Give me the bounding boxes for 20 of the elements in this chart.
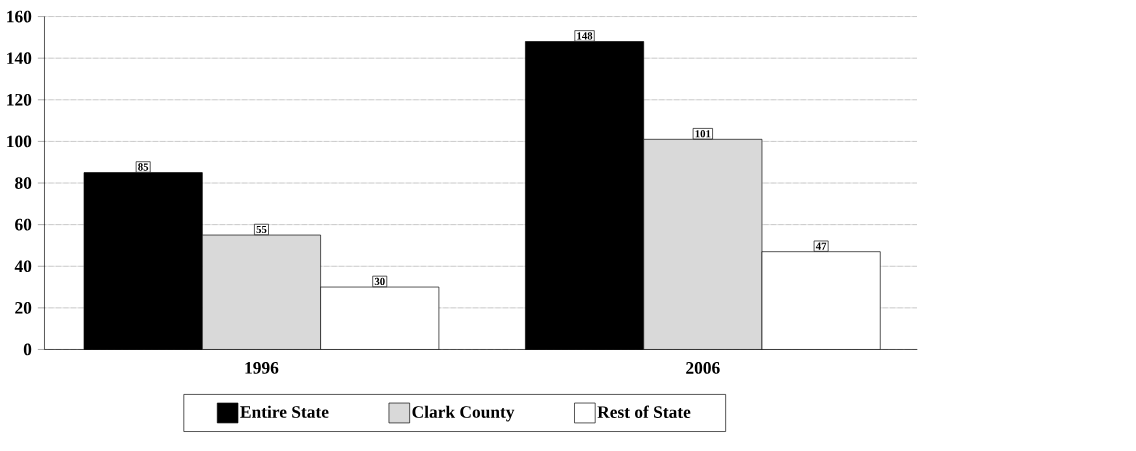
y-tick-label: 140 [7,52,32,64]
y-tick-label: 20 [15,301,32,314]
data-label: 101 [695,129,711,138]
y-tick-label: 40 [14,260,32,272]
data-label: 30 [374,277,385,285]
x-tick-label: 2006 [686,361,720,374]
data-label: 85 [138,163,149,171]
y-tick-label: 120 [7,93,32,106]
legend-label: Rest of State [597,405,691,418]
y-tick-label: 60 [15,218,32,231]
data-label: 148 [577,32,593,40]
y-tick-label: 0 [23,343,32,356]
y-tick-label: 160 [7,10,32,23]
y-tick-label: 80 [15,176,32,189]
x-tick-label: 1996 [245,361,279,374]
legend-label: Entire State [240,405,329,418]
legend-label: Clark County [412,405,515,422]
data-label: 47 [815,242,827,250]
y-tick-label: 100 [7,135,32,148]
data-label: 55 [256,225,267,233]
